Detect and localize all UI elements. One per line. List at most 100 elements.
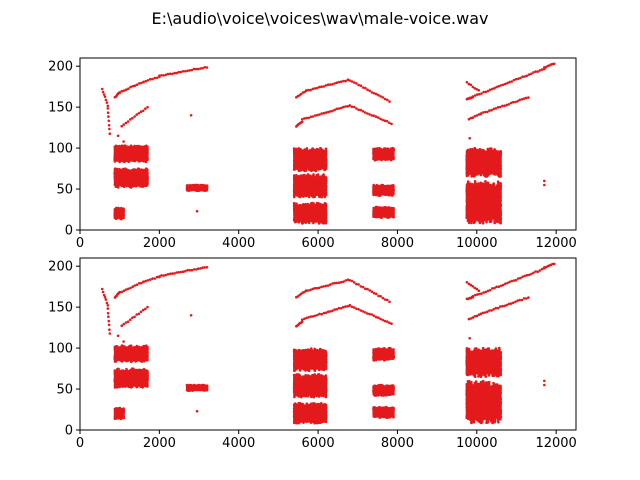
data-point [484,180,487,183]
data-point [348,104,352,107]
data-point [471,116,475,119]
data-point [320,312,324,316]
data-point [107,319,111,323]
data-point [160,74,163,77]
data-point [359,108,363,112]
data-point [108,328,111,332]
data-point [511,100,515,104]
data-point [366,312,369,315]
data-point [333,281,337,285]
data-point [144,107,147,110]
data-point [318,85,321,89]
data-point [352,105,356,109]
data-point [124,88,128,91]
data-point [506,81,509,85]
data-point [552,262,556,266]
data-point [333,108,337,112]
data-point [177,271,181,274]
data-point [520,298,524,302]
data-point [322,173,325,176]
data-point [386,98,389,102]
data-point [514,100,517,104]
data-point [352,281,356,284]
data-point [357,108,360,112]
data-point [491,287,494,290]
data-point [488,109,491,112]
data-point [311,115,315,118]
data-point [501,104,504,108]
data-point [303,117,306,120]
data-point [307,316,311,319]
data-point [129,118,132,121]
data-point [126,120,130,123]
data-point [181,70,185,73]
data-point [381,96,385,99]
data-point [517,77,520,80]
data-point [523,75,527,78]
data-point [471,295,475,298]
data-point [102,93,106,96]
data-point [122,289,126,293]
data-point [527,73,531,76]
data-point [175,71,178,75]
data-point [168,72,172,76]
data-point [106,104,110,108]
x-tick-label: 2000 [143,236,176,251]
data-point [192,67,196,71]
data-point [137,312,141,316]
data-point [120,324,123,328]
data-point [309,115,313,119]
data-point [144,79,148,83]
data-point [493,86,496,90]
data-point [151,77,154,81]
data-point [543,179,546,183]
data-point [329,83,332,86]
data-point [473,115,477,118]
data-point [532,71,535,74]
data-point [486,89,490,93]
data-point [199,67,202,70]
data-point [388,121,391,125]
data-point [477,113,481,116]
data-point [135,283,139,287]
x-tick-label: 0 [76,236,84,251]
data-point [197,267,200,271]
data-point [348,303,352,307]
data-point [105,101,109,104]
data-point [375,92,378,96]
data-point [153,76,157,80]
data-point [320,85,323,88]
data-point [480,92,483,95]
data-point [381,296,385,300]
data-point [471,95,475,98]
data-point [368,89,372,93]
data-point [107,323,111,327]
data-point [311,315,315,318]
x-tick-label: 10000 [456,436,497,451]
data-point [366,112,369,115]
data-point [146,79,150,82]
data-point [104,98,108,102]
data-point [481,111,485,114]
data-point [129,318,132,322]
data-point [381,318,385,322]
data-point [473,180,477,183]
data-point [505,103,509,107]
x-tick-label: 4000 [222,236,255,251]
x-tick-label: 12000 [535,436,576,451]
data-point [512,78,516,82]
data-point [131,84,134,88]
data-point [352,81,356,84]
data-point [477,289,481,293]
data-point [383,319,387,323]
data-point [331,282,334,285]
data-point [350,305,354,309]
data-point [388,300,391,304]
data-point [510,279,514,283]
data-point [355,307,358,311]
data-point [370,91,374,94]
data-point [379,117,382,121]
data-point [390,122,393,126]
data-point [342,79,345,83]
data-point [340,80,343,83]
